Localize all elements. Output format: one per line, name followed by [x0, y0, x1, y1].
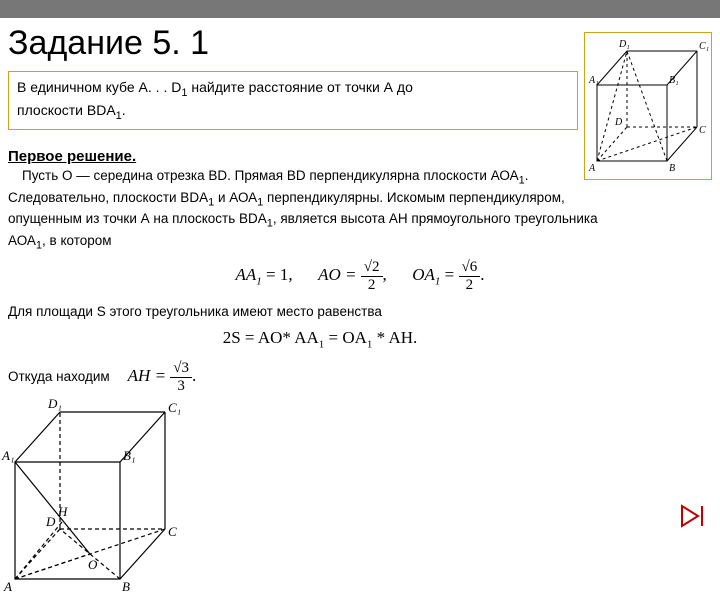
solution-text: и АОА [214, 190, 257, 205]
label: D [614, 117, 623, 128]
problem-text: В единичном кубе А. . . D [17, 79, 181, 95]
next-button[interactable] [680, 504, 710, 528]
problem-text: найдите расстояние от точки А до [187, 79, 412, 95]
formula-1: AA1 = 1, AO = √22, OA1 = √62. [0, 259, 720, 293]
sep: , [383, 265, 387, 284]
label: B₁ [123, 448, 135, 463]
formula-2: 2S = AO* AA1 = OA1 * AH. [0, 328, 720, 350]
label: A [3, 579, 12, 594]
solution-text: АОА [8, 233, 36, 248]
solution-text: Пусть О — середина отрезка BD. Прямая BD… [22, 168, 519, 183]
num: 3 [182, 360, 190, 376]
label: C [168, 524, 177, 539]
var: AO = [318, 265, 356, 284]
sep: . [192, 366, 196, 385]
num: 6 [470, 259, 478, 275]
label: B₁ [669, 75, 679, 86]
eq: 2S = AO* AA [223, 328, 319, 347]
label: A [588, 163, 596, 174]
final-row: Откуда находим AH = √33. [0, 360, 720, 394]
problem-text: . [122, 102, 126, 118]
den: 2 [361, 277, 383, 294]
solution-text: Следовательно, плоскости BDA [8, 190, 208, 205]
den: 3 [170, 378, 192, 395]
mid-text: Для площади S этого треугольника имеют м… [0, 303, 720, 321]
eq: = 1, [262, 265, 293, 284]
eq: = OA [324, 328, 367, 347]
label: A₁ [588, 75, 599, 86]
solution-text: , в котором [42, 233, 112, 248]
sep: . [480, 265, 484, 284]
var: AH = [128, 366, 166, 385]
solution-text: перпендикулярны. Искомым перпендикуляром… [263, 190, 564, 205]
label: C [699, 125, 706, 136]
cube-diagram-top: A₁ B₁ C₁ D₁ A B C D [584, 32, 712, 180]
solution-text: опущенным из точки А на плоскость BDA [8, 211, 267, 226]
label: C₁ [699, 41, 709, 52]
label: B [669, 163, 675, 174]
var: OA [412, 265, 435, 284]
eq: * AH. [372, 328, 417, 347]
label: D₁ [618, 39, 630, 50]
label: D₁ [47, 396, 62, 411]
label: A₁ [1, 448, 14, 463]
cube-diagram-bottom: A₁ B₁ C₁ D₁ A B C D O H [0, 394, 195, 594]
label: D [45, 514, 56, 529]
label: H [57, 504, 68, 519]
final-text: Откуда находим [8, 368, 110, 386]
eq: = [440, 265, 454, 284]
den: 2 [459, 277, 481, 294]
problem-text: плоскости BDA [17, 102, 116, 118]
num: 2 [372, 259, 380, 275]
top-bar [0, 0, 720, 18]
label: C₁ [168, 400, 181, 415]
problem-statement: В единичном кубе А. . . D1 найдите расст… [8, 71, 578, 130]
label: O [88, 557, 98, 572]
solution-text: . [525, 168, 529, 183]
solution-text: , является высота АН прямоугольного треу… [273, 211, 598, 226]
label: B [122, 579, 130, 594]
var: AA [236, 265, 257, 284]
